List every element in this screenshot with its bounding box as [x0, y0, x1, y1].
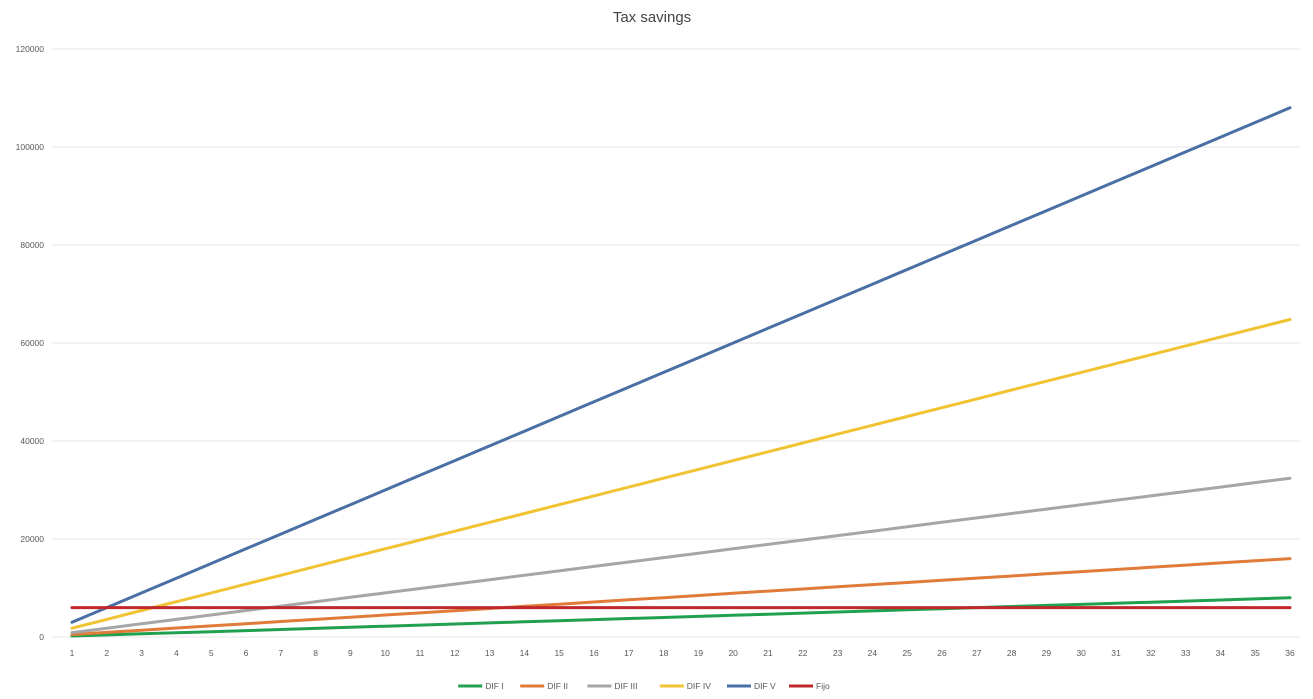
- x-tick-label: 17: [624, 648, 634, 658]
- legend-label: DIF II: [547, 681, 568, 691]
- series-line: [70, 596, 1292, 638]
- x-tick-label: 21: [763, 648, 773, 658]
- x-tick-label: 9: [348, 648, 353, 658]
- x-tick-label: 32: [1146, 648, 1156, 658]
- x-tick-label: 6: [244, 648, 249, 658]
- x-tick-label: 28: [1007, 648, 1017, 658]
- x-tick-label: 11: [416, 648, 425, 658]
- x-tick-label: 36: [1285, 648, 1295, 658]
- y-tick-label: 100000: [16, 142, 45, 152]
- gridlines: [52, 48, 1300, 638]
- legend-label: Fijo: [816, 681, 830, 691]
- x-tick-label: 5: [209, 648, 214, 658]
- y-tick-label: 80000: [20, 240, 44, 250]
- x-tick-label: 2: [104, 648, 109, 658]
- y-tick-label: 0: [39, 632, 44, 642]
- x-tick-label: 14: [520, 648, 530, 658]
- x-tick-label: 1: [70, 648, 75, 658]
- series-line: [70, 106, 1292, 624]
- y-tick-label: 60000: [20, 338, 44, 348]
- legend-label: DIF I: [485, 681, 503, 691]
- series-line: [70, 557, 1292, 636]
- y-tick-label: 20000: [20, 534, 44, 544]
- legend-label: DIF IV: [687, 681, 711, 691]
- x-tick-label: 20: [728, 648, 738, 658]
- x-tick-label: 22: [798, 648, 808, 658]
- x-tick-label: 4: [174, 648, 179, 658]
- x-tick-label: 13: [485, 648, 495, 658]
- x-tick-label: 7: [278, 648, 283, 658]
- x-tick-label: 26: [937, 648, 947, 658]
- x-tick-label: 33: [1181, 648, 1191, 658]
- x-tick-label: 34: [1216, 648, 1226, 658]
- series-line: [70, 476, 1292, 635]
- y-tick-label: 40000: [20, 436, 44, 446]
- x-tick-label: 18: [659, 648, 669, 658]
- x-tick-label: 25: [902, 648, 912, 658]
- x-tick-label: 12: [450, 648, 460, 658]
- x-tick-label: 8: [313, 648, 318, 658]
- legend: DIF I DIF II DIF III DIF IV DIF V Fijo: [458, 681, 830, 691]
- x-tick-label: 27: [972, 648, 982, 658]
- x-tick-label: 30: [1076, 648, 1086, 658]
- chart-title: Tax savings: [613, 9, 691, 26]
- x-tick-label: 24: [868, 648, 878, 658]
- series-lines: [70, 106, 1292, 638]
- legend-label: DIF III: [614, 681, 637, 691]
- x-tick-label: 16: [589, 648, 599, 658]
- x-tick-label: 35: [1250, 648, 1260, 658]
- x-tick-label: 19: [694, 648, 704, 658]
- x-tick-label: 23: [833, 648, 843, 658]
- x-tick-label: 10: [380, 648, 390, 658]
- series-line: [70, 318, 1292, 630]
- y-tick-label: 120000: [16, 44, 45, 54]
- x-tick-label: 15: [554, 648, 564, 658]
- y-axis-ticks: 0 20000 40000 60000 80000 100000 120000: [16, 44, 45, 642]
- x-axis-ticks: 1 2 3 4 5 6 7 8 9 10 11 12 13 14 15 16 17 18 19 20 21 22 23 24 2…: [70, 648, 1295, 658]
- x-tick-label: 29: [1042, 648, 1052, 658]
- x-tick-label: 31: [1111, 648, 1121, 658]
- x-tick-label: 3: [139, 648, 144, 658]
- legend-label: DIF V: [754, 681, 776, 691]
